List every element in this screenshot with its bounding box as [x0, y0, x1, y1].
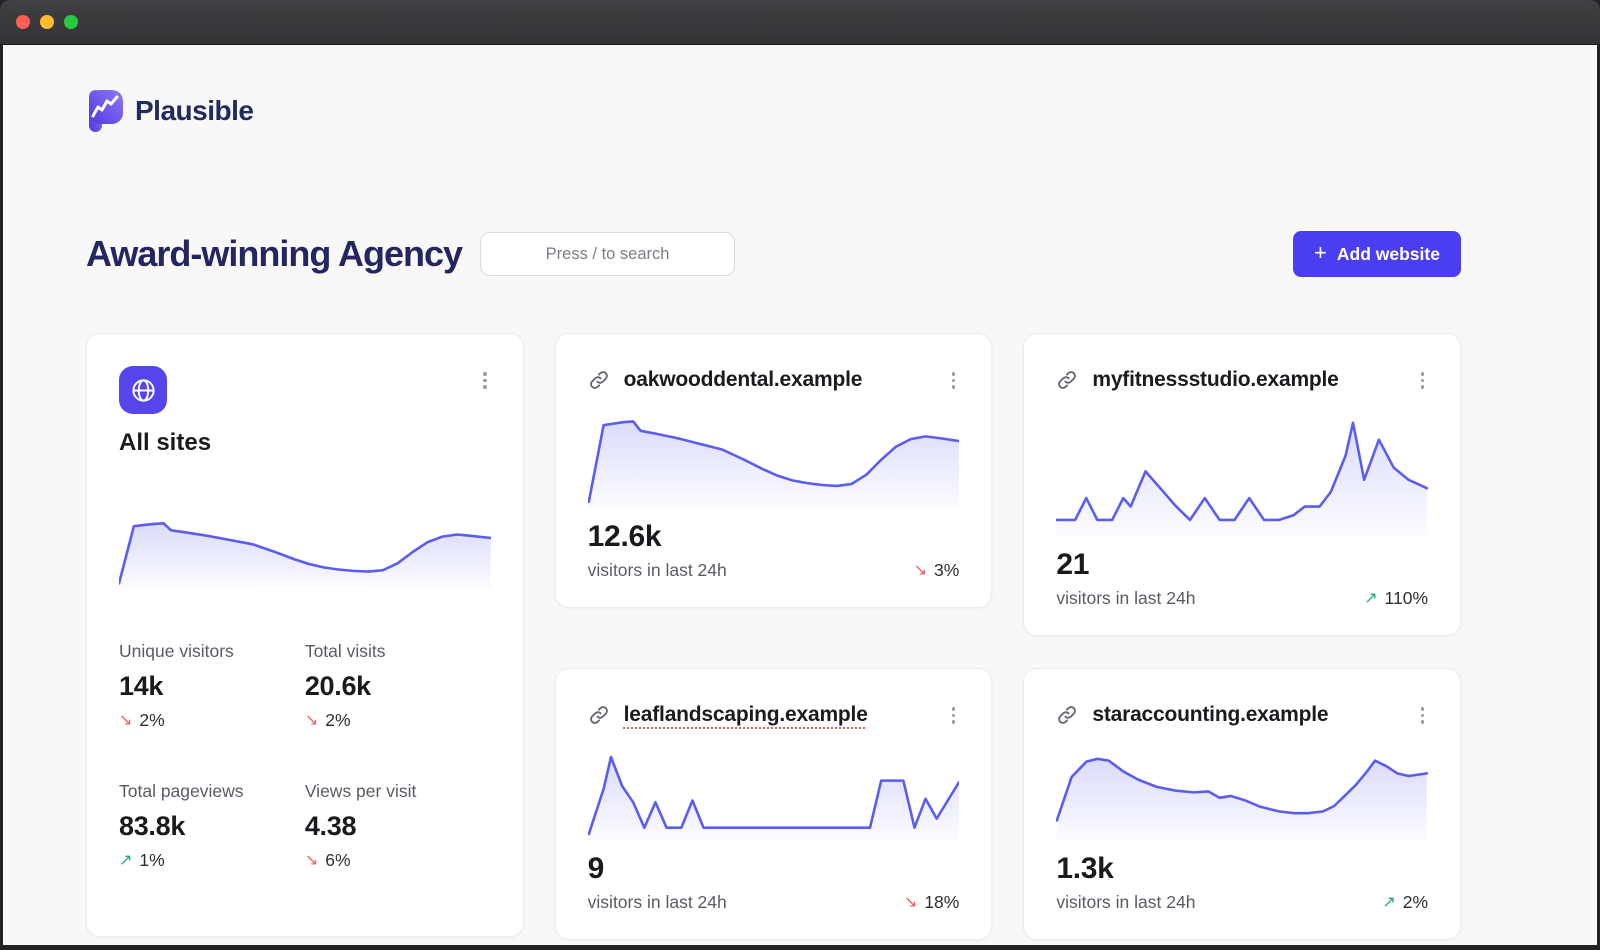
all-sites-menu-button[interactable]	[479, 366, 491, 395]
site-card-oakwooddental[interactable]: oakwooddental.example 12.6k visitors in …	[554, 333, 993, 608]
page-header: Award-winning Agency + Add website	[86, 231, 1461, 277]
delta-badge: ↘ 2%	[119, 710, 165, 730]
site-sparkline	[587, 411, 960, 508]
visitors-value: 1.3k	[1056, 852, 1114, 885]
all-sites-card[interactable]: All sites Unique visitors 14k ↘ 2%	[86, 333, 524, 937]
visitors-caption: visitors in last 24h	[587, 892, 727, 912]
stat-unique-visitors: Unique visitors 14k ↘ 2%	[119, 641, 305, 731]
trend-arrow-icon: ↘	[304, 851, 319, 869]
window-body: Plausible Award-winning Agency + Add web…	[3, 45, 1597, 945]
minimize-window-button[interactable]	[40, 15, 54, 29]
trend-arrow-icon: ↘	[903, 893, 918, 911]
site-sparkline	[587, 746, 960, 840]
trend-arrow-icon: ↘	[119, 711, 133, 729]
site-card-leaflandscaping[interactable]: leaflandscaping.example 9 visitors in la…	[554, 668, 993, 940]
site-domain: myfitnessstudio.example	[1092, 368, 1339, 392]
site-card-staraccounting[interactable]: staraccounting.example 1.3k visitors in …	[1023, 668, 1462, 940]
site-menu-button[interactable]	[1417, 701, 1429, 730]
delta-badge: ↘ 6%	[304, 850, 351, 870]
site-sparkline	[1056, 746, 1429, 840]
plausible-wordmark: Plausible	[135, 95, 254, 126]
trend-arrow-icon: ↗	[1364, 589, 1378, 607]
visitors-value: 12.6k	[587, 520, 662, 553]
visitors-caption: visitors in last 24h	[1056, 588, 1196, 608]
maximize-window-button[interactable]	[64, 15, 78, 29]
delta-badge: ↗ 110%	[1364, 588, 1429, 608]
plausible-logo[interactable]: Plausible	[86, 88, 346, 134]
stat-total-visits: Total visits 20.6k ↘ 2%	[305, 641, 491, 731]
link-icon	[589, 371, 608, 390]
site-domain: leaflandscaping.example	[623, 703, 868, 727]
all-sites-stats: Unique visitors 14k ↘ 2% Total visits 20…	[119, 641, 491, 871]
delta-badge: ↘ 2%	[304, 710, 351, 730]
link-icon	[1058, 706, 1077, 725]
site-menu-button[interactable]	[948, 366, 960, 395]
visitors-caption: visitors in last 24h	[1056, 892, 1196, 912]
trend-arrow-icon: ↗	[1382, 893, 1396, 911]
link-icon	[1058, 371, 1077, 390]
link-icon	[589, 706, 608, 725]
delta-badge: ↗ 1%	[119, 850, 165, 870]
visitors-caption: visitors in last 24h	[587, 560, 727, 580]
sites-grid: All sites Unique visitors 14k ↘ 2%	[86, 333, 1462, 940]
add-website-label: Add website	[1336, 243, 1440, 264]
page-title: Award-winning Agency	[86, 233, 463, 274]
delta-badge: ↗ 2%	[1382, 892, 1429, 912]
site-domain: staraccounting.example	[1092, 703, 1329, 727]
all-sites-title: All sites	[119, 429, 212, 456]
visitors-value: 9	[587, 852, 605, 885]
window-titlebar	[0, 0, 1600, 45]
delta-badge: ↘ 3%	[913, 560, 960, 580]
plausible-logo-icon	[89, 90, 123, 132]
all-sites-sparkline	[119, 515, 491, 589]
trend-arrow-icon: ↘	[913, 561, 928, 579]
site-menu-button[interactable]	[948, 701, 960, 730]
stat-total-pageviews: Total pageviews 83.8k ↗ 1%	[119, 781, 305, 871]
trend-arrow-icon: ↘	[304, 711, 319, 729]
globe-icon	[119, 366, 167, 414]
close-window-button[interactable]	[16, 15, 30, 29]
search-input[interactable]	[480, 232, 736, 276]
trend-arrow-icon: ↗	[119, 851, 133, 869]
visitors-value: 21	[1056, 548, 1090, 581]
plus-icon: +	[1314, 240, 1327, 265]
add-website-button[interactable]: + Add website	[1293, 231, 1461, 277]
stat-views-per-visit: Views per visit 4.38 ↘ 6%	[305, 781, 491, 871]
site-card-myfitnessstudio[interactable]: myfitnessstudio.example 21 visitors in l…	[1023, 333, 1462, 636]
site-sparkline	[1056, 411, 1429, 536]
site-menu-button[interactable]	[1417, 366, 1429, 395]
site-domain: oakwooddental.example	[623, 368, 863, 392]
delta-badge: ↘ 18%	[903, 892, 960, 912]
